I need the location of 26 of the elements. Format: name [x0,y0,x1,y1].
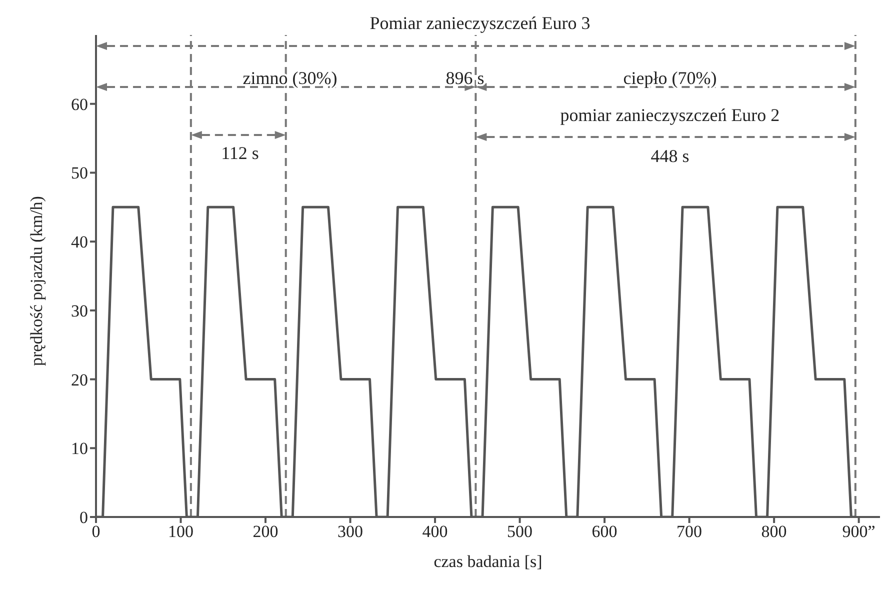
y-tick-label: 10 [71,439,88,458]
x-axis-title: czas badania [s] [434,552,542,571]
y-tick-label: 50 [71,164,88,183]
x-tick-label: 100 [168,522,194,542]
x-tick-label: 800 [761,522,787,542]
y-tick-label: 20 [71,370,88,390]
x-tick-label: 700 [676,522,702,542]
x-tick-label: 500 [507,522,533,542]
annotation: 896 s [446,68,484,88]
y-tick-label: 40 [71,232,88,252]
x-tick-label: 900” [842,522,876,542]
x-tick-label: 200 [252,522,278,542]
x-tick-label: 300 [338,522,364,542]
annotation: pomiar zanieczyszczeń Euro 2 [560,105,780,126]
x-tick-label: 400 [422,522,448,542]
x-tick-label: 0 [92,522,100,542]
annotation: ciepło (70%) [623,68,717,88]
annotation: 112 s [221,143,259,164]
annotation: zimno (30%) [242,68,338,88]
y-tick-label: 30 [71,301,88,320]
y-axis-title: prędkość pojazdu (km/h) [27,196,46,366]
annotation: 448 s [650,146,690,166]
x-tick-label: 600 [592,522,618,542]
text: Pomiar zanieczyszczeń Euro 3 [370,13,590,34]
y-tick-label: 0 [80,508,88,528]
y-tick-label: 60 [71,94,88,114]
